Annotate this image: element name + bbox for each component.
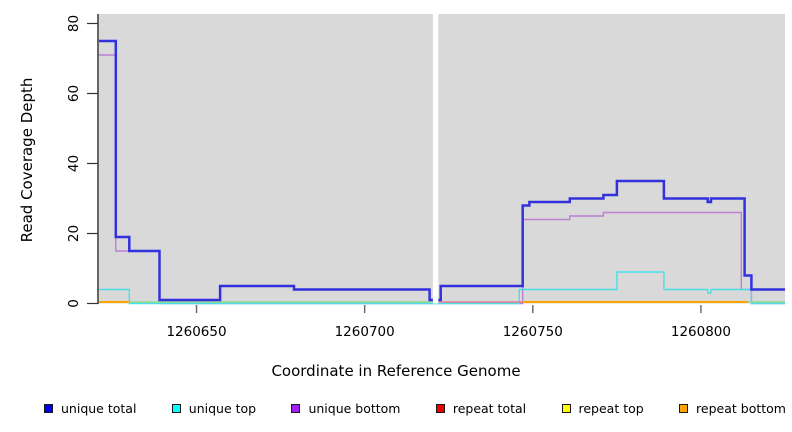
series-line-unique-top [99,271,785,305]
x-tick-label: 1260700 [335,324,395,340]
legend-label: unique total [61,400,137,416]
legend-item-unique-top: unique top [171,400,257,416]
legend-label: unique top [188,400,257,416]
legend-item-repeat-top: repeat top [561,400,644,416]
plot-background [99,14,785,304]
legend-label: repeat bottom [696,400,786,416]
y-tick-label: 20 [66,225,82,242]
series-line-unique-total [99,39,785,302]
legend: unique total unique top unique bottom repea… [44,396,786,420]
coverage-gap-band [432,14,439,304]
x-tick-label: 1260800 [671,324,731,340]
y-tick-label: 80 [66,15,82,32]
legend-swatch-icon [44,403,53,413]
legend-swatch-icon [679,403,689,413]
legend-item-repeat-total: repeat total [435,400,527,416]
legend-swatch-icon [435,403,445,413]
y-tick-label: 0 [66,299,82,308]
legend-label: repeat total [452,400,527,416]
y-tick-label: 60 [66,85,82,102]
legend-swatch-icon [291,403,301,413]
x-tick-label: 1260650 [166,324,226,340]
legend-swatch-icon [171,403,181,413]
legend-swatch-icon [561,403,571,413]
x-axis-label: Coordinate in Reference Genome [271,362,521,380]
x-tick-label: 1260750 [503,324,563,340]
legend-item-unique-bottom: unique bottom [291,400,401,416]
legend-item-unique-total: unique total [44,401,136,416]
y-axis-label: Read Coverage Depth [18,77,36,243]
y-tick-label: 40 [66,155,82,172]
legend-label: repeat top [578,400,644,416]
legend-label: unique bottom [308,400,401,416]
legend-item-repeat-bottom: repeat bottom [679,401,786,416]
